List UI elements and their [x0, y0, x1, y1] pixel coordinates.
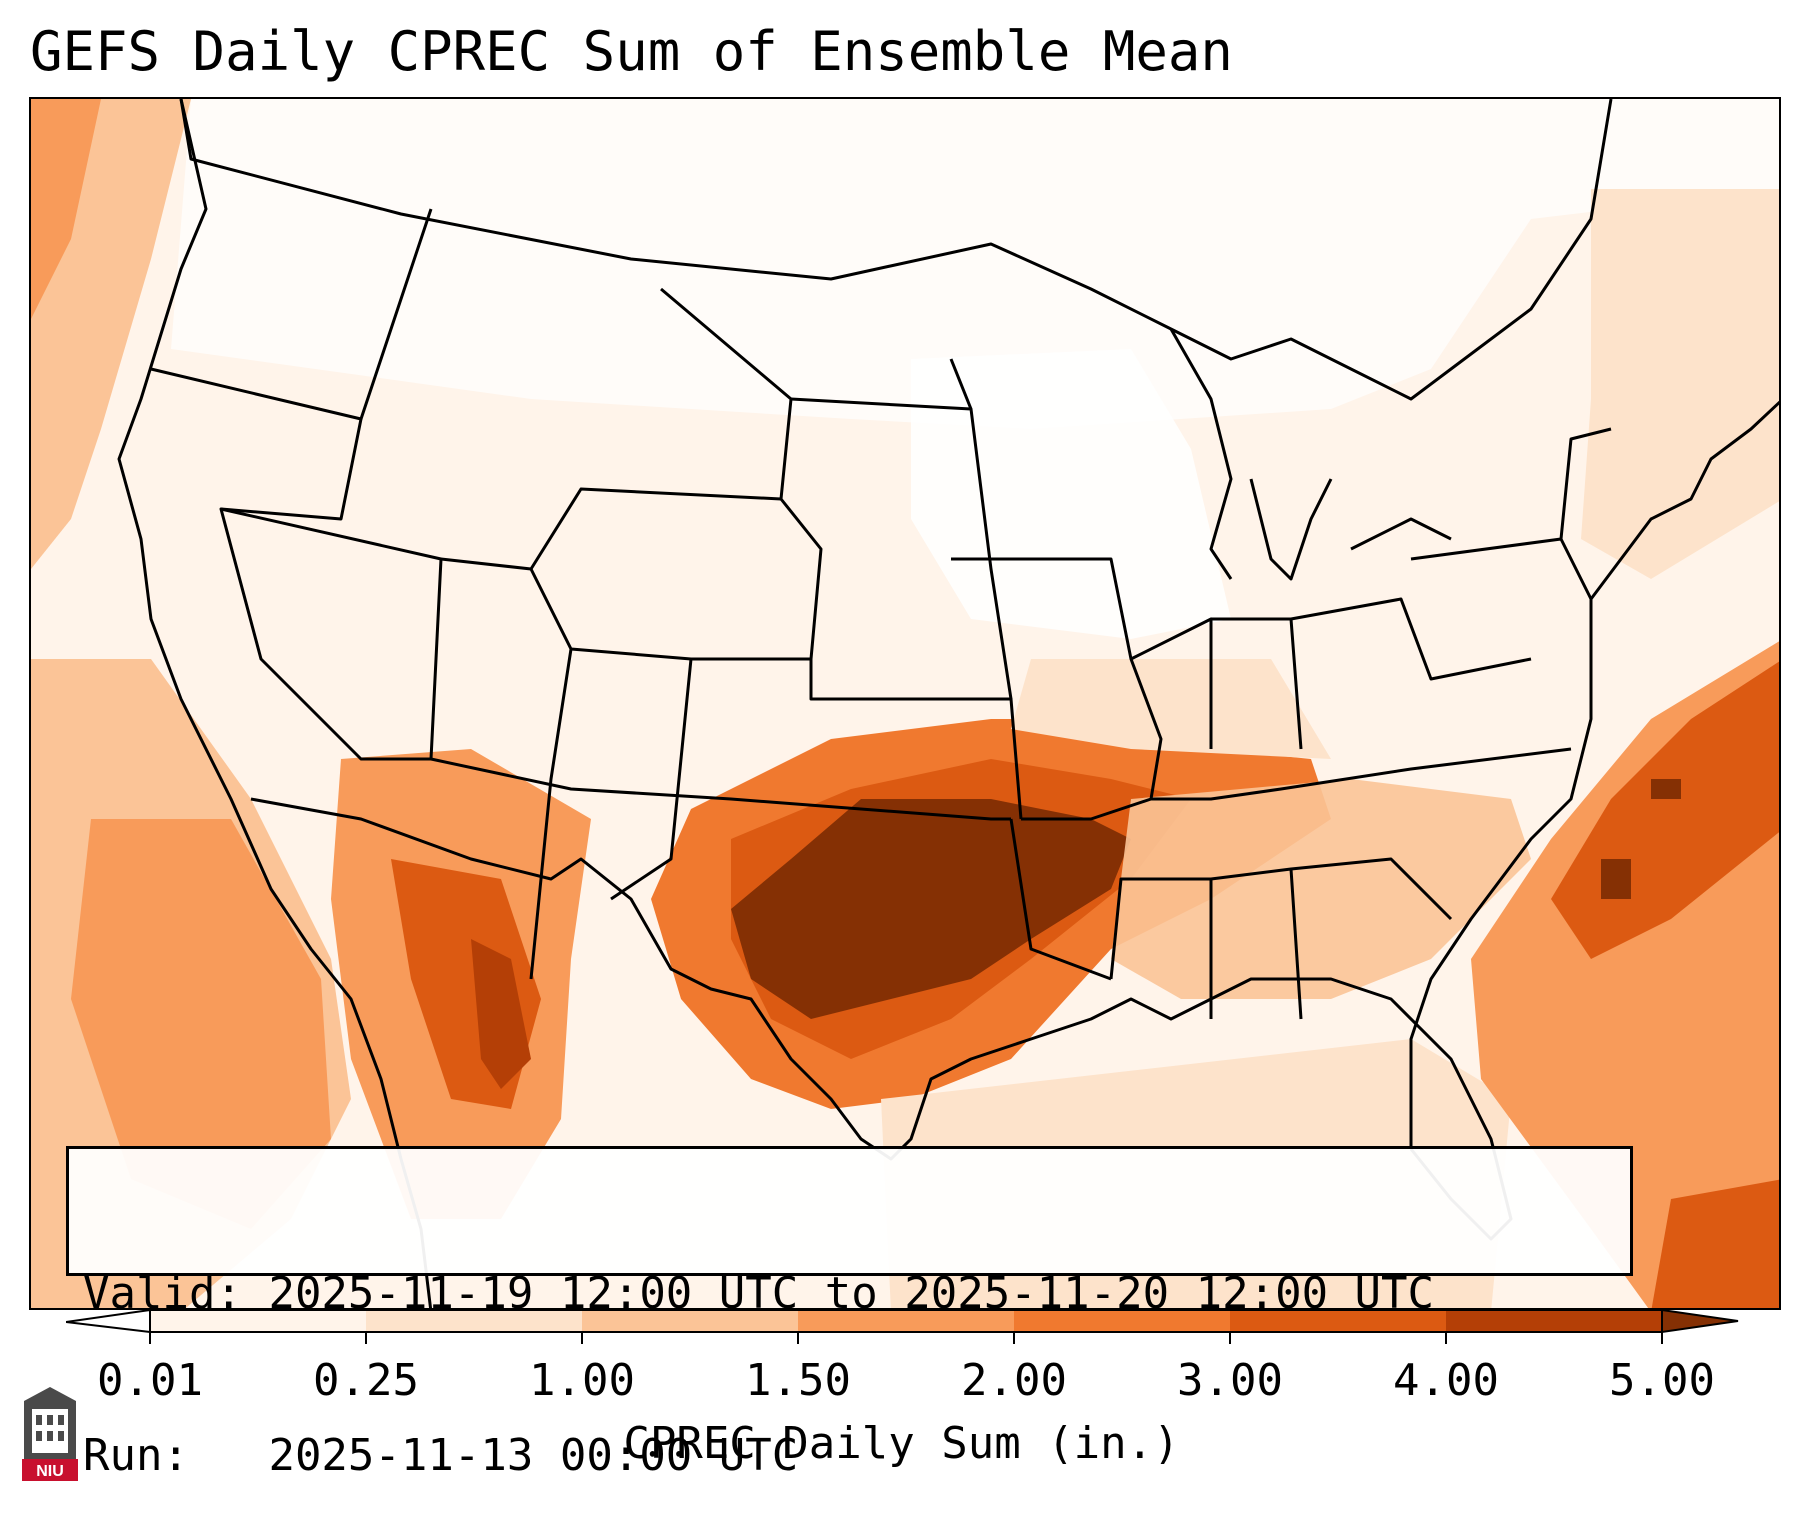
colorbar-segment [366, 1310, 582, 1332]
colorbar-tick-label: 5.00 [1609, 1355, 1715, 1406]
run-label: Run: [83, 1430, 189, 1481]
run-value: 2025-11-13 00:00 UTC [268, 1430, 799, 1481]
colorbar-segments [149, 1310, 1663, 1333]
colorbar-tick-label: 0.01 [97, 1355, 203, 1406]
colorbar-segment [798, 1310, 1014, 1332]
colorbar-tick-label: 4.00 [1393, 1355, 1499, 1406]
map-title: GEFS Daily CPREC Sum of Ensemble Mean [30, 20, 1233, 83]
precip-field-pacific-core [31, 99, 101, 319]
map-canvas [31, 99, 1779, 1308]
colorbar [66, 1310, 1739, 1344]
colorbar-segment [1014, 1310, 1230, 1332]
colorbar-tick-label: 3.00 [1177, 1355, 1283, 1406]
precip-field-sierra-core [471, 939, 531, 1089]
colorbar-tick-label: 2.00 [961, 1355, 1067, 1406]
precip-field-atlantic-extreme [1601, 779, 1681, 899]
university-tower-icon [24, 1387, 76, 1465]
precip-field-ozarks [1011, 659, 1331, 759]
state-boundaries [117, 99, 1779, 1308]
precip-field-plains-extreme [731, 799, 1131, 1019]
precipitation-map [29, 97, 1781, 1310]
run-line: Run: 2025-11-13 00:00 UTC [83, 1429, 1616, 1483]
colorbar-segment [150, 1310, 366, 1332]
colorbar-tick-label: 0.25 [313, 1355, 419, 1406]
validity-info-box: Valid: 2025-11-19 12:00 UTC to 2025-11-2… [66, 1146, 1633, 1481]
colorbar-segment [1230, 1310, 1446, 1332]
precip-field-northeast-coast [1581, 189, 1779, 579]
colorbar-ticks [149, 1332, 1663, 1344]
colorbar-segment [1446, 1310, 1662, 1332]
niu-logo: NIU [22, 1387, 78, 1481]
precip-field-southeast [1111, 779, 1531, 999]
colorbar-extend-min [66, 1310, 151, 1334]
precip-field-caribbean [1651, 1179, 1779, 1308]
colorbar-tick-label: 1.50 [745, 1355, 851, 1406]
colorbar-segment [582, 1310, 798, 1332]
precip-field-none-north [171, 99, 1779, 429]
logo-text: NIU [36, 1463, 64, 1480]
colorbar-extend-max [1661, 1310, 1739, 1334]
precip-field-baja-west [71, 819, 331, 1229]
colorbar-tick-label: 1.00 [529, 1355, 635, 1406]
colorbar-label: CPREC Daily Sum (in.) [623, 1418, 1180, 1469]
